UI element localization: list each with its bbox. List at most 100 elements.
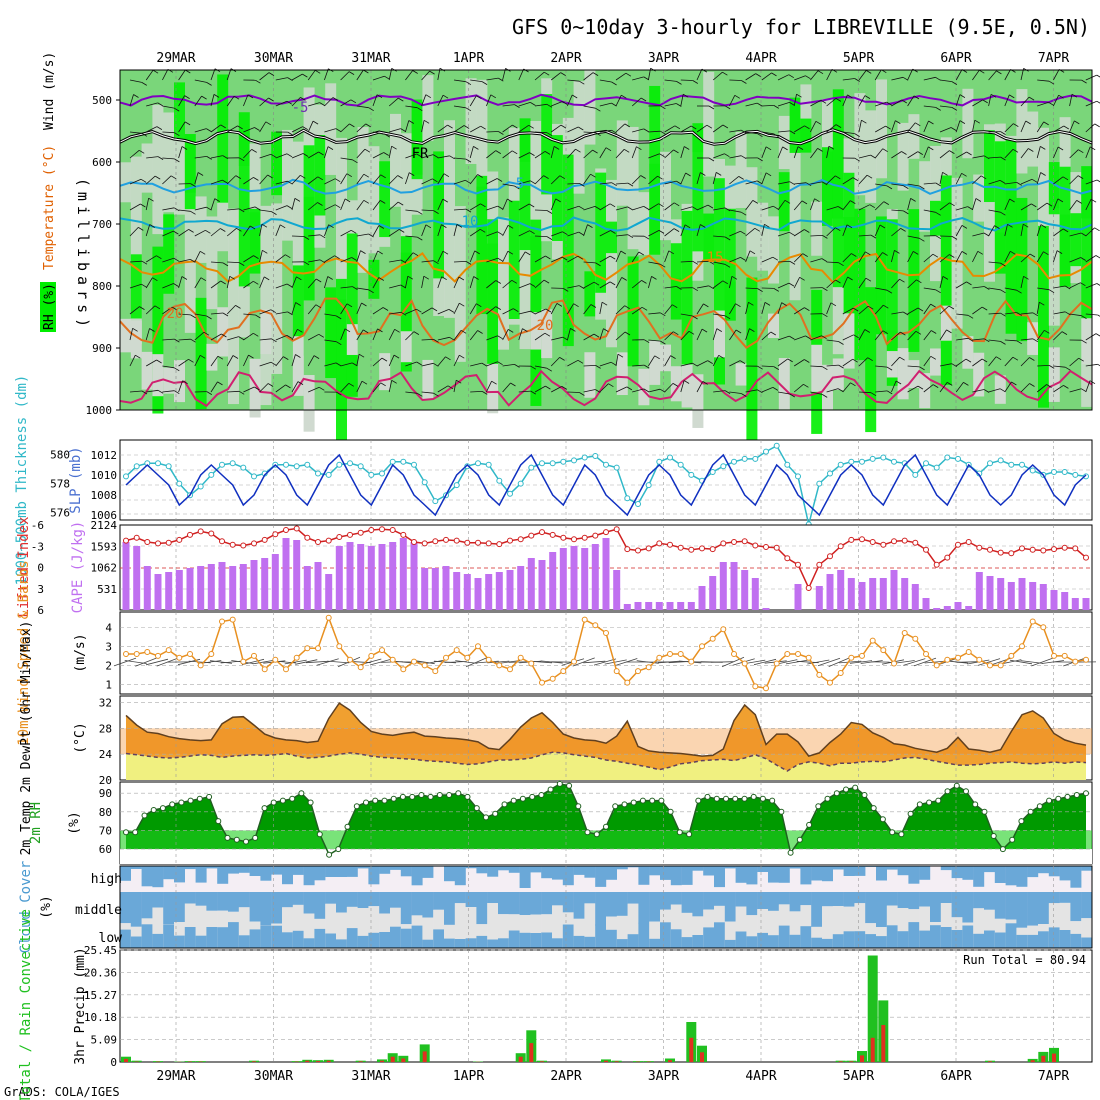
wind-barb-flag	[757, 288, 763, 292]
wind-barb-flag	[660, 312, 666, 317]
low-cloud-bar	[616, 939, 628, 948]
wind-barb-flag	[1000, 289, 1006, 294]
low-cloud-bar	[606, 929, 617, 948]
wind-barb	[1085, 179, 1098, 185]
wind-barb	[1020, 148, 1029, 159]
li-line-point	[667, 541, 673, 548]
wind-barb-flag	[658, 230, 665, 234]
surface-wind-barb	[423, 659, 446, 665]
wind-barb-flag	[425, 224, 432, 229]
low-cloud-bar	[422, 939, 434, 948]
wind-speed-line-point	[901, 630, 908, 636]
wind-barb-flag	[317, 176, 324, 181]
cape-bar	[1007, 582, 1015, 610]
wind-barb	[1069, 120, 1075, 133]
wind-barb	[988, 339, 1001, 342]
low-cloud-bar	[228, 922, 239, 948]
rh-line-point	[695, 797, 702, 804]
wind-barb	[794, 75, 806, 81]
wind-barb-flag	[171, 306, 178, 311]
rh-dry-patch	[530, 120, 542, 237]
li-line-point	[528, 532, 535, 539]
wind-barb-flag	[1081, 79, 1087, 84]
rh-line-point	[464, 793, 471, 800]
mid-cloud-bar	[217, 892, 229, 911]
wind-barb	[453, 355, 460, 367]
wind-barb-flag	[865, 277, 872, 282]
wind-barb	[956, 151, 967, 159]
wind-barb	[356, 381, 363, 393]
wind-barb	[469, 228, 481, 237]
mid-cloud-bar	[573, 892, 585, 919]
cape-bar	[335, 546, 343, 610]
wind-barb-flag	[609, 281, 616, 286]
wind-barb-flag	[804, 229, 810, 233]
wind-barb-flag	[903, 210, 909, 215]
wind-barb	[648, 130, 661, 133]
li-line-point	[187, 531, 193, 538]
wind-barb-flag	[141, 132, 148, 137]
mid-cloud-bar	[865, 892, 877, 924]
wind-barb-flag	[930, 303, 936, 308]
rh-dry-patch	[530, 312, 542, 350]
wind-barb	[680, 79, 693, 81]
wind-barb-flag	[692, 260, 699, 265]
mid-cloud-bar	[336, 892, 347, 913]
wind-barb	[842, 224, 848, 237]
mid-cloud-bar	[476, 892, 488, 925]
wind-barb-flag	[1039, 301, 1045, 306]
wind-barb	[875, 183, 888, 187]
li-line-point	[1051, 546, 1057, 553]
wind-barb	[567, 205, 579, 211]
wind-barb-flag	[152, 69, 159, 74]
wind-barb-flag	[965, 358, 972, 363]
wind-barb	[1085, 199, 1092, 211]
wind-barb-flag	[1012, 356, 1019, 361]
cape-bar	[879, 578, 887, 610]
low-cloud-bar	[843, 931, 855, 948]
rh-moist-patch	[238, 112, 250, 287]
wind-barb-flag	[1094, 227, 1100, 232]
wind-barb-flag	[1080, 232, 1087, 237]
thickness-line-point	[453, 482, 460, 489]
wind-barb	[858, 95, 866, 107]
wind-barb	[453, 224, 458, 237]
li-line-point	[635, 547, 641, 554]
thickness-line-point	[773, 442, 780, 449]
wind-barb	[194, 128, 207, 133]
wind-barb-flag	[587, 224, 593, 228]
cape-bar	[837, 570, 845, 610]
wind-speed-line-point	[208, 651, 215, 657]
wind-barb-flag	[188, 358, 194, 363]
wind-barb	[826, 98, 837, 107]
rh-dry-patch	[930, 348, 941, 376]
wind-barb-flag	[384, 75, 390, 80]
mid-cloud-bar	[130, 892, 142, 927]
wind-barb	[1037, 101, 1049, 107]
mid-cloud-bar	[379, 892, 391, 914]
li-line-point	[432, 538, 439, 545]
wind-barb-flag	[138, 227, 144, 231]
wind-speed-line-point	[987, 662, 993, 669]
wind-barb-flag	[734, 94, 741, 99]
wind-barb	[405, 308, 417, 315]
wind-barb-flag	[700, 172, 706, 176]
li-line-point	[251, 540, 257, 547]
wind-barb	[988, 180, 1001, 185]
wind-barb	[324, 68, 329, 81]
wind-barb	[421, 94, 427, 107]
wind-barb	[696, 124, 708, 133]
rh-moist-patch	[843, 172, 855, 316]
wind-barb	[696, 204, 709, 211]
cape-tick: 1593	[91, 540, 118, 553]
wind-barb-flag	[358, 353, 365, 358]
li-tick: 6	[37, 604, 44, 617]
contour-label: 10	[462, 214, 479, 230]
low-cloud-bar	[789, 934, 801, 948]
wind-barb-flag	[1016, 289, 1022, 294]
wind-barb-flag	[449, 336, 455, 341]
wind-barb	[631, 146, 637, 159]
wind-barb	[972, 338, 985, 341]
mid-cloud-gap	[184, 903, 196, 948]
